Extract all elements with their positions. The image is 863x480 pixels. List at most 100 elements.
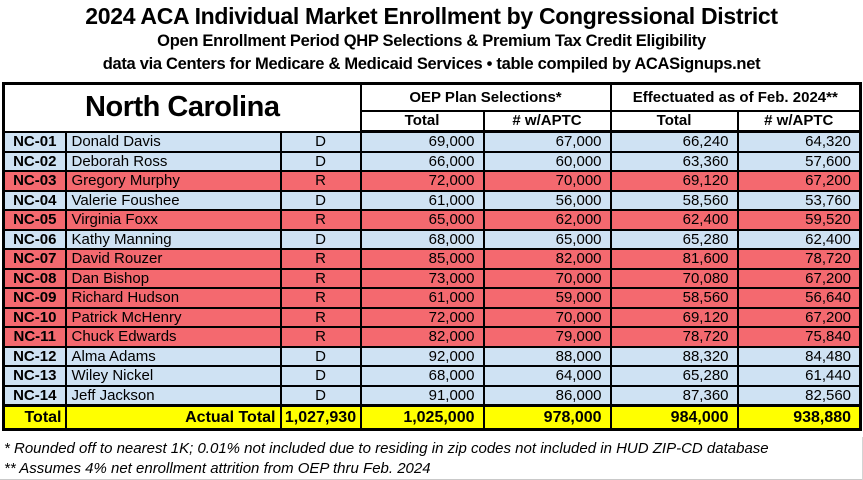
party-cell: R [279,170,362,192]
representative-cell: Dan Bishop [64,267,282,289]
district-cell: NC-07 [2,248,67,270]
group-header-effectuated: Effectuated as of Feb. 2024** [609,82,862,112]
eff-total-cell: 62,400 [609,209,739,231]
eff-aptc-cell: 67,200 [736,267,862,289]
district-row: NC-09 Richard Hudson R 61,000 59,000 58,560 56… [2,287,862,309]
eff-total-cell: 69,120 [609,306,739,328]
total-eff-aptc: 938,880 [736,404,862,431]
district-cell: NC-01 [2,130,67,153]
district-row: NC-14 Jeff Jackson D 91,000 86,000 87,360 82,5… [2,384,862,407]
eff-total-cell: 66,240 [609,130,739,153]
oep-aptc-cell: 82,000 [482,248,612,270]
district-cell: NC-12 [2,345,67,367]
district-row: NC-02 Deborah Ross D 66,000 60,000 63,360 57,6… [2,150,862,172]
title-block: 2024 ACA Individual Market Enrollment by… [0,2,863,76]
representative-cell: Jeff Jackson [64,384,282,407]
oep-aptc-cell: 70,000 [482,267,612,289]
actual-total-value: 1,027,930 [279,404,362,431]
district-row: NC-04 Valerie Foushee D 61,000 56,000 58,560 5… [2,189,862,211]
eff-aptc-cell: 78,720 [736,248,862,270]
party-cell: D [279,345,362,367]
district-row: NC-11 Chuck Edwards R 82,000 79,000 78,720 75,… [2,326,862,348]
representative-cell: Donald Davis [64,130,282,153]
eff-aptc-cell: 61,440 [736,365,862,387]
party-cell: R [279,326,362,348]
eff-aptc-cell: 82,560 [736,384,862,407]
footnote-attrition: ** Assumes 4% net enrollment attrition f… [4,460,431,477]
eff-total-cell: 87,360 [609,384,739,407]
state-name: North Carolina [2,82,362,133]
representative-cell: Richard Hudson [64,287,282,309]
district-cell: NC-11 [2,326,67,348]
eff-aptc-cell: 64,320 [736,130,862,153]
eff-aptc-cell: 56,640 [736,287,862,309]
eff-total-cell: 63,360 [609,150,739,172]
representative-cell: Chuck Edwards [64,326,282,348]
total-eff-total: 984,000 [609,404,739,431]
footnote-rounding: * Rounded off to nearest 1K; 0.01% not i… [4,440,769,457]
party-cell: R [279,287,362,309]
oep-total-cell: 65,000 [359,209,485,231]
footnotes: * Rounded off to nearest 1K; 0.01% not i… [4,439,858,479]
eff-total-cell: 78,720 [609,326,739,348]
group-header-oep-plan-selections: OEP Plan Selections* [359,82,612,112]
eff-total-cell: 65,280 [609,228,739,250]
representative-cell: Gregory Murphy [64,170,282,192]
eff-aptc-cell: 75,840 [736,326,862,348]
party-cell: D [279,365,362,387]
district-cell: NC-10 [2,306,67,328]
representative-cell: Alma Adams [64,345,282,367]
eff-aptc-cell: 84,480 [736,345,862,367]
oep-aptc-cell: 88,000 [482,345,612,367]
oep-total-cell: 92,000 [359,345,485,367]
oep-total-cell: 68,000 [359,228,485,250]
oep-total-cell: 61,000 [359,287,485,309]
district-cell: NC-04 [2,189,67,211]
district-row: NC-07 David Rouzer R 85,000 82,000 81,600 78,7… [2,248,862,270]
eff-aptc-cell: 53,760 [736,189,862,211]
district-row: NC-13 Wiley Nickel D 68,000 64,000 65,280 61,4… [2,365,862,387]
oep-total-cell: 66,000 [359,150,485,172]
actual-total-label: Actual Total [64,404,282,431]
source-line: data via Centers for Medicare & Medicaid… [102,55,761,73]
oep-total-cell: 73,000 [359,267,485,289]
eff-total-cell: 88,320 [609,345,739,367]
page-subtitle: Open Enrollment Period QHP Selections & … [157,32,706,50]
eff-aptc-cell: 67,200 [736,306,862,328]
district-row: NC-05 Virginia Foxx R 65,000 62,000 62,400 59,… [2,209,862,231]
col-header-eff-total: Total [609,109,739,133]
oep-aptc-cell: 64,000 [482,365,612,387]
district-cell: NC-05 [2,209,67,231]
page-title: 2024 ACA Individual Market Enrollment by… [85,3,778,29]
party-cell: R [279,306,362,328]
col-header-oep-aptc: # w/APTC [482,109,612,133]
eff-total-cell: 69,120 [609,170,739,192]
party-cell: R [279,248,362,270]
representative-cell: Deborah Ross [64,150,282,172]
total-row: Total Actual Total 1,027,930 1,025,000 9… [2,404,862,431]
eff-aptc-cell: 67,200 [736,170,862,192]
total-row-label: Total [2,404,67,431]
oep-total-cell: 85,000 [359,248,485,270]
district-row: NC-10 Patrick McHenry R 72,000 70,000 69,120 6… [2,306,862,328]
district-cell: NC-09 [2,287,67,309]
eff-total-cell: 58,560 [609,189,739,211]
district-cell: NC-13 [2,365,67,387]
col-header-oep-total: Total [359,109,485,133]
eff-total-cell: 58,560 [609,287,739,309]
oep-total-cell: 91,000 [359,384,485,407]
eff-total-cell: 70,080 [609,267,739,289]
total-oep-aptc: 978,000 [482,404,612,431]
total-oep-total: 1,025,000 [359,404,485,431]
oep-aptc-cell: 79,000 [482,326,612,348]
oep-aptc-cell: 86,000 [482,384,612,407]
oep-aptc-cell: 59,000 [482,287,612,309]
oep-total-cell: 69,000 [359,130,485,153]
oep-total-cell: 72,000 [359,170,485,192]
party-cell: D [279,150,362,172]
district-row: NC-12 Alma Adams D 92,000 88,000 88,320 84,480 [2,345,862,367]
party-cell: D [279,189,362,211]
representative-cell: Kathy Manning [64,228,282,250]
oep-aptc-cell: 62,000 [482,209,612,231]
party-cell: D [279,130,362,153]
